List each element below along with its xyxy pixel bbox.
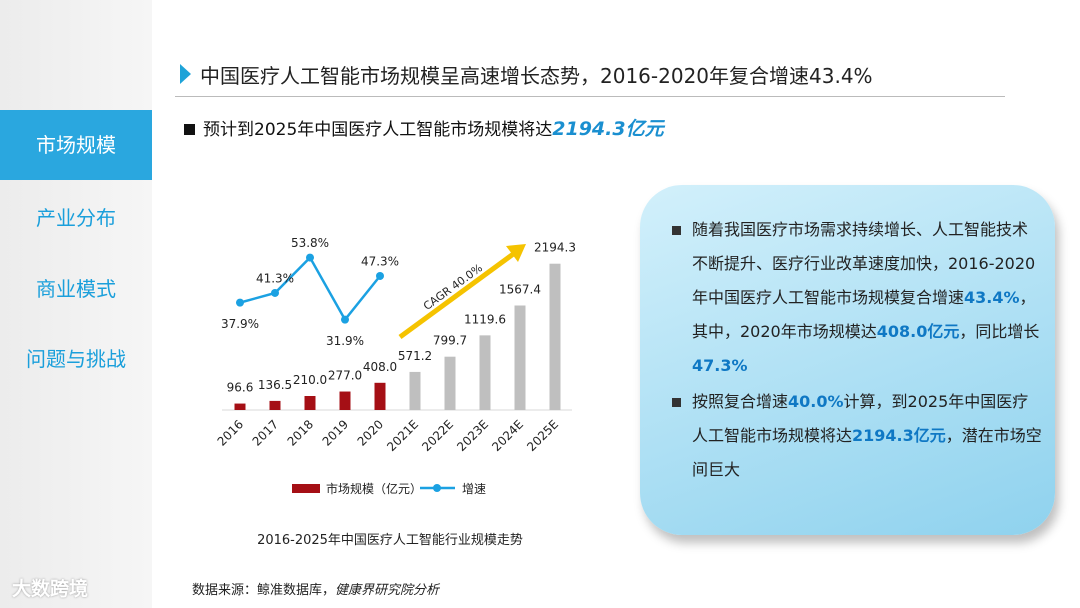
nav-item[interactable]: 市场规模	[0, 110, 152, 180]
bar	[339, 391, 351, 410]
line-value-label: 53.8%	[291, 236, 329, 250]
line-point	[376, 271, 384, 280]
x-tick-label: 2020	[355, 417, 386, 448]
subtitle-text: 预计到2025年中国医疗人工智能市场规模将达	[203, 120, 553, 140]
bar-value-label: 799.7	[433, 334, 467, 348]
x-tick-label: 2018	[285, 417, 316, 448]
cagr-arrow	[398, 249, 518, 340]
note-highlight: 2194.3亿元	[852, 426, 946, 445]
note-text: 随着我国医疗市场需求持续增长、人工智能技术不断提升、医疗行业改革速度加快，201…	[692, 220, 1036, 307]
line-point	[341, 315, 349, 324]
legend-swatch	[433, 484, 441, 492]
source: 数据来源：鲸准数据库，健康界研究院分析	[192, 579, 439, 598]
bar-value-label: 210.0	[293, 373, 327, 387]
line	[239, 255, 381, 322]
bar-value-label: 1567.4	[499, 283, 541, 297]
line-value-label: 37.9%	[221, 317, 259, 331]
x-tick-label: 2023E	[454, 417, 491, 454]
note-text: 计算，到2025年中国医疗人工智能市场规模将达	[692, 392, 1029, 445]
note-paragraph: 随着我国医疗市场需求持续增长、人工智能技术不断提升、医疗行业改革速度加快，201…	[672, 213, 1042, 383]
bar	[479, 335, 491, 410]
nav-item[interactable]: 商业模式	[36, 277, 116, 301]
line-value-label: 31.9%	[326, 334, 364, 348]
sidebar: 市场规模 产业分布 商业模式 问题与挑战 大数跨境	[0, 0, 152, 608]
legend-swatch	[292, 484, 320, 493]
legend-label: 增速	[462, 482, 486, 496]
line-point	[271, 288, 279, 297]
line-point	[236, 298, 244, 307]
bullet	[672, 226, 681, 235]
bar	[444, 356, 456, 410]
note-text: ，其中，2020年市场规模达	[692, 288, 1036, 341]
bar-value-label: 277.0	[328, 369, 362, 383]
bar	[374, 382, 386, 410]
bar-value-label: 96.6	[227, 381, 254, 395]
x-tick-label: 2025E	[524, 417, 561, 454]
line-value-label: 47.3%	[361, 254, 399, 268]
bar	[409, 371, 421, 410]
x-tick-label: 2019	[320, 417, 351, 448]
x-tick-label: 2021E	[384, 417, 421, 454]
chart: 2016 2017 2018 2019 20202021E2022E2023E2024E…	[215, 236, 576, 548]
bar	[514, 305, 526, 410]
divider	[175, 96, 1005, 97]
bar-value-label: 1119.6	[464, 312, 506, 326]
subtitle: 预计到2025年中国医疗人工智能市场规模将达2194.3亿元	[184, 114, 664, 141]
chart-title: 2016-2025年中国医疗人工智能行业规模走势	[257, 532, 523, 548]
note-text: ，同比增长	[959, 322, 1040, 341]
slide-title: 中国医疗人工智能市场规模呈高速增长态势，2016-2020年复合增速43.4%	[200, 64, 873, 88]
note-highlight: 408.0亿元	[876, 322, 960, 341]
note-text: ，潜在市场空间巨大	[692, 426, 1042, 479]
note-paragraph: 按照复合增速40.0%计算，到2025年中国医疗人工智能市场规模将达2194.3…	[672, 385, 1042, 487]
logo: 大数跨境	[12, 578, 89, 600]
bullet	[184, 124, 195, 135]
note-highlight: 40.0%	[788, 392, 844, 411]
bar-value-label: 2194.3	[534, 241, 576, 255]
cagr-label: CAGR 40.0%	[421, 261, 485, 312]
subtitle-highlight: 2194.3亿元	[552, 118, 664, 140]
bar	[269, 400, 281, 410]
bullet	[672, 398, 681, 407]
bar	[549, 263, 561, 410]
bar	[234, 403, 246, 410]
x-tick-label: 2024E	[489, 417, 526, 454]
source-italic: 健康界研究院分析	[335, 583, 440, 598]
line-value-label: 41.3%	[256, 271, 294, 285]
line-point	[306, 253, 314, 262]
bar-value-label: 571.2	[398, 349, 432, 363]
legend-label: 市场规模（亿元）	[326, 481, 422, 496]
note-highlight: 43.4%	[964, 288, 1020, 307]
bar-value-label: 408.0	[363, 360, 397, 374]
note-text: 按照复合增速	[692, 392, 789, 411]
nav-item[interactable]: 产业分布	[36, 206, 116, 230]
title-marker	[180, 64, 191, 84]
x-tick-label: 2016	[215, 417, 246, 448]
cagr-arrowhead	[506, 244, 526, 262]
nav-item[interactable]: 问题与挑战	[26, 347, 126, 371]
note-box: 随着我国医疗市场需求持续增长、人工智能技术不断提升、医疗行业改革速度加快，201…	[640, 185, 1055, 535]
bar	[304, 396, 316, 410]
bar-value-label: 136.5	[258, 378, 292, 392]
source-text: 数据来源：鲸准数据库，	[192, 583, 336, 598]
x-tick-label: 2017	[250, 417, 281, 448]
x-tick-label: 2022E	[419, 417, 456, 454]
note-highlight: 47.3%	[692, 356, 748, 375]
